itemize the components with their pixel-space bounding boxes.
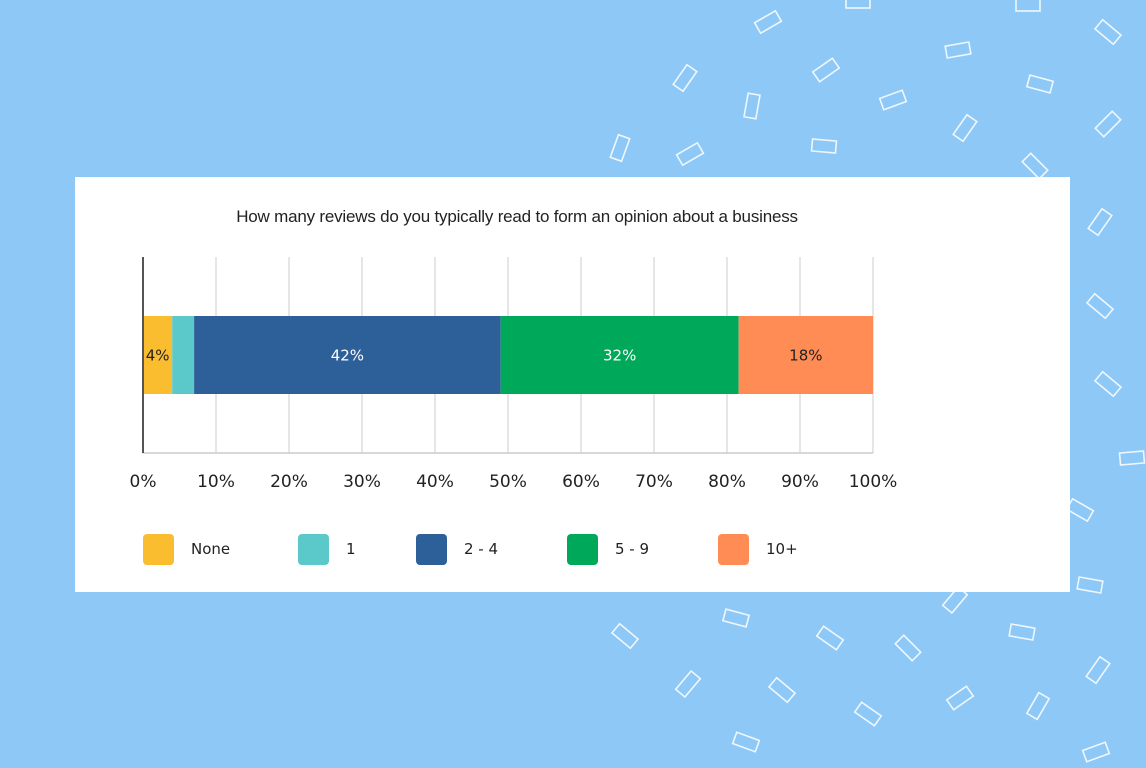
- confetti-piece: [674, 669, 702, 699]
- confetti-piece: [675, 141, 705, 167]
- confetti-piece: [1085, 655, 1111, 685]
- legend-label: 5 - 9: [615, 540, 650, 558]
- confetti-piece: [1118, 450, 1146, 466]
- confetti-piece: [878, 89, 908, 111]
- x-tick-label: 20%: [270, 472, 308, 492]
- data-label: 18%: [789, 347, 822, 365]
- confetti-piece: [1015, 0, 1041, 12]
- confetti-piece: [945, 685, 975, 711]
- confetti-piece: [1076, 576, 1104, 594]
- bar-segment: [143, 316, 173, 394]
- confetti-piece: [767, 676, 797, 704]
- chart-title: How many reviews do you typically read t…: [236, 207, 798, 226]
- confetti-piece: [721, 608, 751, 628]
- confetti-piece: [1085, 292, 1115, 320]
- legend-swatch: [298, 533, 329, 565]
- legend-swatch: [567, 533, 598, 565]
- legend-swatch: [143, 533, 174, 565]
- x-tick-label: 0%: [130, 472, 157, 492]
- data-label: 4%: [146, 347, 170, 365]
- confetti-piece: [1025, 691, 1051, 721]
- legend-label: 2 - 4: [464, 540, 499, 558]
- confetti-piece: [944, 41, 972, 59]
- confetti-piece: [1081, 741, 1111, 763]
- x-tick-label: 50%: [489, 472, 527, 492]
- legend-label: None: [191, 540, 231, 558]
- confetti-piece: [610, 622, 640, 650]
- legend-label: 10+: [766, 540, 798, 558]
- confetti-piece: [845, 0, 871, 9]
- confetti-piece: [815, 625, 845, 651]
- data-label: 42%: [331, 347, 364, 365]
- bar-segment: [194, 316, 501, 394]
- legend-swatch: [416, 533, 447, 565]
- chart-legend: None 1 2 - 4 5 - 9 10+: [0, 533, 1146, 565]
- x-tick-label: 60%: [562, 472, 600, 492]
- legend-item: 2 - 4: [416, 533, 498, 565]
- confetti-piece: [853, 701, 883, 727]
- confetti-piece: [1094, 110, 1122, 138]
- confetti-piece: [731, 731, 761, 753]
- x-tick-label: 90%: [781, 472, 819, 492]
- confetti-piece: [810, 138, 838, 154]
- bar-segment: [738, 316, 873, 394]
- legend-item: 1: [298, 533, 356, 565]
- legend-item: 10+: [718, 533, 798, 565]
- bar-segment: [172, 316, 195, 394]
- confetti-piece: [672, 63, 698, 93]
- x-tick-label: 100%: [849, 472, 898, 492]
- confetti-piece: [743, 92, 761, 120]
- confetti-piece: [609, 133, 631, 163]
- confetti-piece: [894, 634, 922, 662]
- data-label: 32%: [603, 347, 636, 365]
- confetti-piece: [1093, 18, 1123, 46]
- confetti-piece: [1093, 370, 1123, 398]
- confetti-piece: [1025, 74, 1055, 94]
- legend-swatch: [718, 533, 749, 565]
- confetti-piece: [1087, 207, 1113, 237]
- confetti-piece: [1008, 623, 1036, 641]
- x-tick-label: 30%: [343, 472, 381, 492]
- confetti-piece: [753, 9, 783, 35]
- legend-label: 1: [346, 540, 356, 558]
- x-tick-label: 70%: [635, 472, 673, 492]
- x-tick-label: 80%: [708, 472, 746, 492]
- confetti-piece: [952, 113, 978, 143]
- confetti-piece: [1021, 152, 1049, 180]
- x-tick-label: 10%: [197, 472, 235, 492]
- x-tick-label: 40%: [416, 472, 454, 492]
- legend-item: None: [143, 533, 230, 565]
- bar-segment: [500, 316, 739, 394]
- confetti-piece: [811, 57, 841, 83]
- legend-item: 5 - 9: [567, 533, 649, 565]
